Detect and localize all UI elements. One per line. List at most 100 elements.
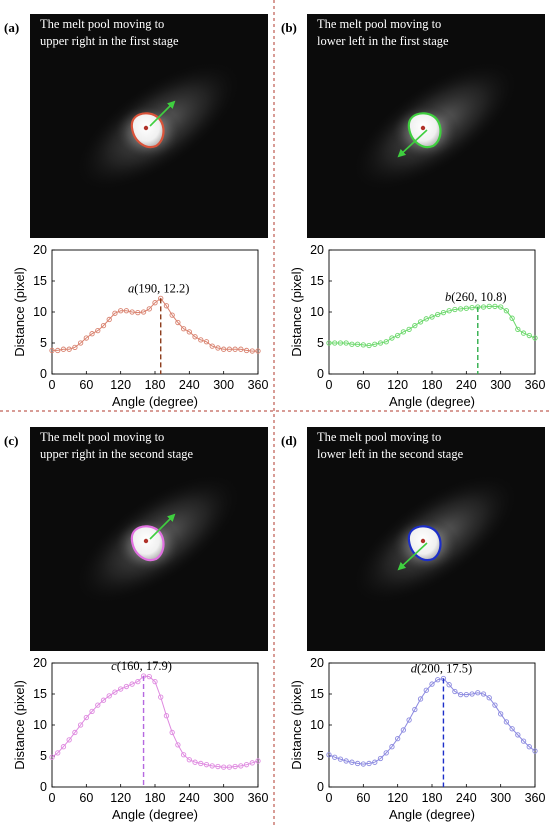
series-line (329, 305, 536, 347)
plot-frame (51, 249, 259, 375)
data-point (83, 335, 89, 341)
data-point (129, 309, 135, 315)
data-point (509, 315, 515, 321)
data-point (435, 677, 441, 683)
direction-arrow (397, 129, 428, 158)
pool-center-dot (420, 125, 426, 131)
data-point (520, 738, 527, 744)
y-tick-label: 0 (40, 367, 47, 381)
caption-line: lower left in the second stage (317, 447, 464, 461)
data-point (60, 744, 67, 750)
data-point (238, 346, 244, 352)
data-point (89, 708, 95, 715)
data-point (49, 347, 55, 354)
y-tick-label: 15 (310, 687, 324, 701)
data-point (526, 332, 532, 339)
data-point (532, 335, 538, 341)
data-point (100, 322, 107, 329)
data-point (135, 678, 141, 685)
peak-annotation: a(190, 12.2) (128, 281, 189, 295)
peak-annotation: b(260, 10.8) (445, 290, 506, 304)
data-point (395, 332, 401, 339)
x-tick-label: 360 (248, 791, 269, 805)
data-point (412, 706, 418, 713)
x-tick-label: 180 (145, 378, 166, 392)
data-point (343, 758, 349, 764)
data-point (198, 337, 204, 343)
data-point (238, 763, 244, 769)
data-point (186, 329, 192, 335)
pool-center-dot (143, 125, 149, 131)
data-point (377, 755, 384, 762)
data-point (95, 702, 101, 708)
panel-a: (a) The melt pool moving to upper right in… (4, 14, 268, 409)
peak-point-name: c (111, 659, 117, 673)
y-tick-label: 0 (317, 780, 324, 794)
x-tick-label: 60 (356, 791, 370, 805)
data-point (452, 306, 458, 313)
x-tick-label: 60 (79, 378, 93, 392)
x-tick-label: 360 (525, 791, 546, 805)
data-point (198, 760, 204, 767)
data-point (526, 744, 532, 750)
data-point (72, 344, 78, 350)
data-point (429, 681, 435, 687)
x-tick-label: 180 (422, 378, 443, 392)
data-point (226, 764, 233, 770)
caption-line: The melt pool moving to (40, 17, 164, 31)
data-point (77, 340, 84, 346)
x-tick-label: 240 (179, 791, 200, 805)
data-point (360, 761, 366, 767)
data-point (532, 748, 538, 754)
peak-annotation: d(200, 17.5) (411, 662, 472, 676)
data-point (457, 306, 464, 312)
series-line (51, 675, 259, 768)
x-tick-label: 60 (79, 791, 93, 805)
caption-line: The melt pool moving to (317, 430, 441, 444)
x-tick-label: 120 (110, 791, 131, 805)
data-point (123, 308, 130, 314)
x-tick-label: 60 (356, 378, 370, 392)
caption-line: upper right in the first stage (40, 34, 179, 48)
caption-line: The melt pool moving to (40, 430, 164, 444)
data-point (140, 309, 147, 315)
y-tick-label: 20 (310, 656, 324, 670)
peak-point-coords: (190, 12.2) (134, 281, 189, 295)
x-tick-label: 240 (456, 378, 477, 392)
data-point (209, 763, 215, 769)
y-tick-label: 10 (33, 718, 47, 732)
x-tick-label: 300 (213, 791, 234, 805)
x-tick-label: 300 (490, 791, 511, 805)
data-point (192, 334, 198, 340)
x-tick-label: 120 (110, 378, 131, 392)
data-point (112, 310, 118, 316)
data-point (372, 341, 378, 347)
data-point (175, 319, 181, 326)
data-point (509, 726, 515, 732)
x-tick-label: 300 (213, 378, 234, 392)
data-point (406, 326, 412, 333)
data-point (429, 314, 435, 320)
data-point (175, 742, 181, 748)
pool-center-dot (420, 538, 426, 544)
data-point (232, 763, 238, 770)
data-point (435, 311, 441, 318)
data-point (440, 309, 447, 316)
data-point (377, 340, 384, 346)
data-point (366, 342, 372, 349)
data-point (492, 303, 498, 310)
y-tick-label: 10 (310, 305, 324, 319)
data-point (72, 729, 78, 736)
y-tick-label: 20 (33, 243, 47, 257)
y-tick-label: 15 (33, 274, 47, 288)
x-tick-label: 120 (387, 378, 408, 392)
panel-c: (c) The melt pool moving to upper right in… (4, 427, 268, 822)
data-point (486, 695, 492, 701)
x-axis-label: Angle (degree) (112, 807, 198, 822)
data-point (203, 339, 210, 345)
data-point (135, 309, 141, 316)
data-point (515, 732, 521, 738)
data-point (209, 343, 215, 349)
